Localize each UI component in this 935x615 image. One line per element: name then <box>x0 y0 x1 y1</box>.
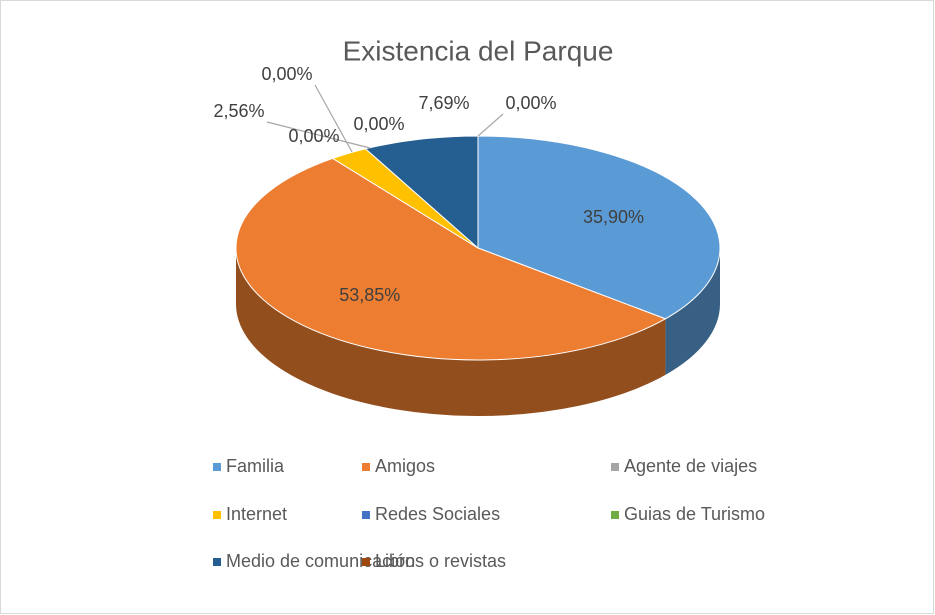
legend-label: Agente de viajes <box>624 456 757 476</box>
data-label: 0,00% <box>505 93 556 113</box>
leader-line <box>266 121 371 149</box>
legend-swatch <box>213 558 221 566</box>
data-label: 0,00% <box>353 114 404 134</box>
legend-label: Amigos <box>375 456 435 476</box>
slice <box>477 135 721 320</box>
slice-side <box>236 248 666 417</box>
legend-label: Guias de Turismo <box>624 504 765 524</box>
legend-swatch <box>213 511 221 519</box>
legend-label: Libros o revistas <box>375 551 506 571</box>
leader-line <box>314 84 353 153</box>
legend-label: Internet <box>226 504 287 524</box>
legend-label: Redes Sociales <box>375 504 500 524</box>
slice <box>235 157 667 361</box>
data-label: 0,00% <box>288 126 339 146</box>
data-label: 0,00% <box>261 64 312 84</box>
legend-swatch <box>213 463 221 471</box>
chart-title: Existencia del Parque <box>343 35 614 66</box>
legend-swatch <box>362 463 370 471</box>
legend-swatch <box>362 511 370 519</box>
legend-label: Familia <box>226 456 285 476</box>
slice-side <box>665 248 720 375</box>
leader-line <box>477 113 504 137</box>
data-label: 7,69% <box>418 93 469 113</box>
legend-swatch <box>362 558 370 566</box>
data-label: 35,90% <box>583 207 644 227</box>
data-label: 2,56% <box>213 101 264 121</box>
legend-swatch <box>611 511 619 519</box>
legend-swatch <box>611 463 619 471</box>
data-label: 53,85% <box>339 285 400 305</box>
